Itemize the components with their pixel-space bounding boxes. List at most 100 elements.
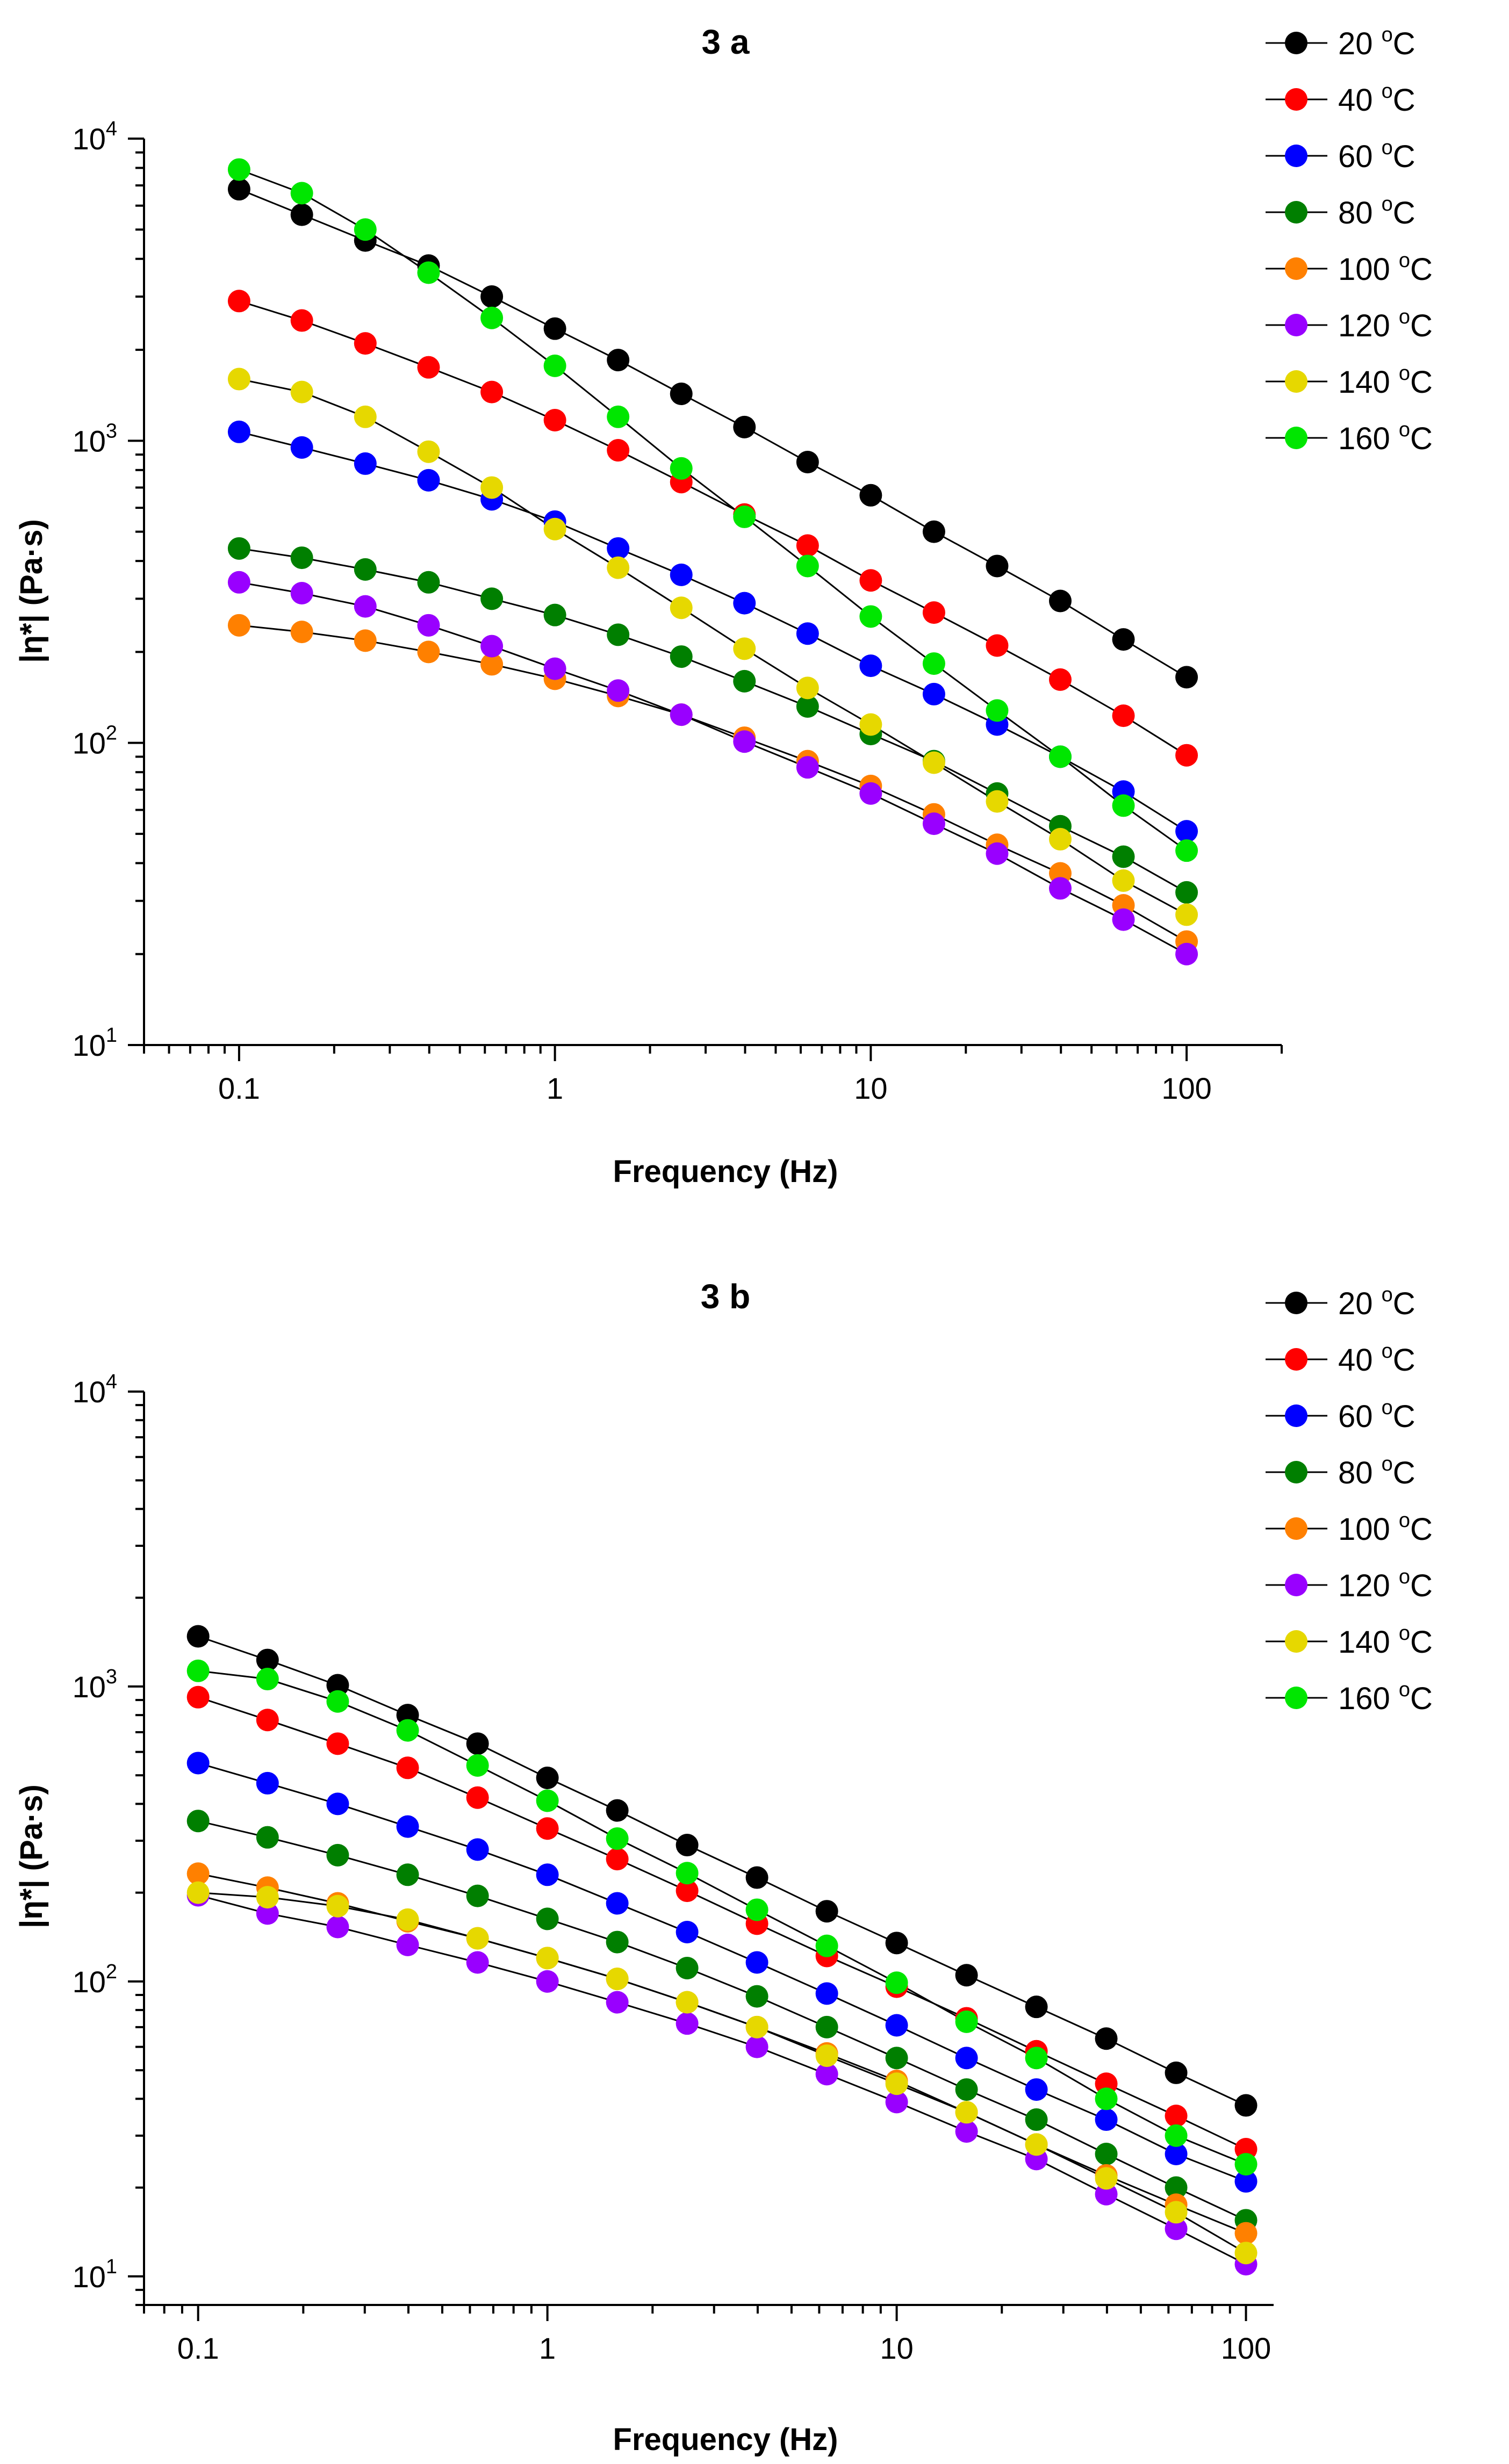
data-point-120C xyxy=(354,595,377,618)
x-tick-label: 1 xyxy=(539,2331,556,2365)
legend-marker xyxy=(1285,88,1307,111)
data-point-40C xyxy=(1112,704,1135,727)
data-point-140C xyxy=(676,1991,699,2014)
data-point-160C xyxy=(396,1719,419,1742)
data-point-80C xyxy=(186,1810,210,1833)
legend-label: 80 oC xyxy=(1338,1453,1415,1490)
data-point-20C xyxy=(227,178,250,201)
data-point-60C xyxy=(676,1921,699,1944)
data-point-40C xyxy=(676,1879,699,1903)
data-point-120C xyxy=(796,756,819,779)
legend-marker xyxy=(1285,1348,1307,1371)
data-point-80C xyxy=(815,2015,838,2038)
data-point-120C xyxy=(396,1933,419,1956)
legend-marker xyxy=(1285,1292,1307,1314)
data-point-140C xyxy=(670,596,693,619)
data-point-160C xyxy=(1175,839,1198,862)
data-point-20C xyxy=(1165,2061,1188,2084)
data-point-120C xyxy=(606,1991,629,2014)
legend-marker xyxy=(1285,370,1307,393)
data-point-140C xyxy=(885,2072,908,2095)
data-point-160C xyxy=(290,182,313,205)
data-point-160C xyxy=(480,306,504,329)
data-point-80C xyxy=(607,623,630,646)
data-point-20C xyxy=(606,1799,629,1822)
data-point-100C xyxy=(354,629,377,652)
series-line-80C xyxy=(198,1820,1247,2221)
data-point-140C xyxy=(396,1908,419,1931)
data-point-160C xyxy=(1095,2087,1118,2110)
series-line-100C xyxy=(239,624,1187,942)
series-line-140C xyxy=(198,1892,1247,2254)
data-point-20C xyxy=(1048,589,1072,613)
data-point-80C xyxy=(396,1863,419,1886)
data-point-60C xyxy=(859,654,882,678)
data-point-80C xyxy=(543,603,566,626)
data-point-140C xyxy=(859,713,882,736)
data-point-120C xyxy=(466,1951,489,1974)
data-point-140C xyxy=(1165,2201,1188,2224)
data-point-60C xyxy=(606,1892,629,1915)
data-point-140C xyxy=(227,368,250,391)
data-point-60C xyxy=(670,563,693,586)
data-point-160C xyxy=(1234,2153,1258,2176)
data-point-80C xyxy=(1175,881,1198,904)
data-point-40C xyxy=(396,1756,419,1779)
legend-label: 20 oC xyxy=(1338,24,1415,61)
data-point-140C xyxy=(256,1886,279,1909)
x-tick-label: 100 xyxy=(1221,2331,1271,2365)
data-point-20C xyxy=(922,520,945,543)
data-point-20C xyxy=(859,484,882,507)
data-point-120C xyxy=(1175,942,1198,966)
data-point-140C xyxy=(480,476,504,499)
data-point-80C xyxy=(326,1843,349,1867)
data-point-20C xyxy=(1234,2094,1258,2117)
data-point-160C xyxy=(227,158,250,181)
data-point-160C xyxy=(1025,2047,1048,2070)
data-point-20C xyxy=(815,1900,838,1923)
data-point-40C xyxy=(1165,2105,1188,2128)
data-point-20C xyxy=(186,1625,210,1648)
data-point-80C xyxy=(1025,2108,1048,2131)
data-point-40C xyxy=(796,534,819,557)
data-point-160C xyxy=(670,457,693,480)
x-tick-label: 0.1 xyxy=(218,1071,260,1105)
data-point-160C xyxy=(256,1668,279,1691)
data-point-160C xyxy=(543,354,566,377)
data-point-60C xyxy=(607,537,630,560)
data-point-160C xyxy=(606,1827,629,1850)
data-point-140C xyxy=(354,405,377,428)
data-point-80C xyxy=(733,669,756,693)
data-point-140C xyxy=(290,380,313,404)
data-point-120C xyxy=(986,842,1009,865)
data-point-20C xyxy=(290,203,313,226)
series-line-40C xyxy=(198,1696,1247,2150)
legend-marker xyxy=(1285,1630,1307,1653)
legend-label: 100 oC xyxy=(1338,249,1433,287)
data-point-60C xyxy=(1095,2108,1118,2131)
chart-title: 3 a xyxy=(702,23,750,61)
data-point-40C xyxy=(607,439,630,462)
data-point-120C xyxy=(885,2091,908,2114)
data-point-20C xyxy=(955,1964,978,1987)
data-point-160C xyxy=(859,605,882,628)
data-point-60C xyxy=(745,1951,768,1974)
data-point-20C xyxy=(536,1766,559,1789)
y-tick-label: 101 xyxy=(73,1024,117,1062)
data-point-160C xyxy=(796,554,819,578)
data-point-60C xyxy=(1025,2078,1048,2101)
data-point-20C xyxy=(1112,628,1135,651)
data-point-60C xyxy=(354,452,377,475)
x-tick-label: 1 xyxy=(547,1071,563,1105)
data-point-140C xyxy=(606,1968,629,1991)
data-point-40C xyxy=(922,601,945,624)
data-point-60C xyxy=(326,1792,349,1815)
data-point-120C xyxy=(543,657,566,680)
data-point-140C xyxy=(1025,2133,1048,2156)
data-point-40C xyxy=(466,1786,489,1809)
data-point-80C xyxy=(480,587,504,610)
data-point-80C xyxy=(466,1884,489,1907)
data-point-80C xyxy=(1112,845,1135,868)
data-point-160C xyxy=(1048,745,1072,768)
